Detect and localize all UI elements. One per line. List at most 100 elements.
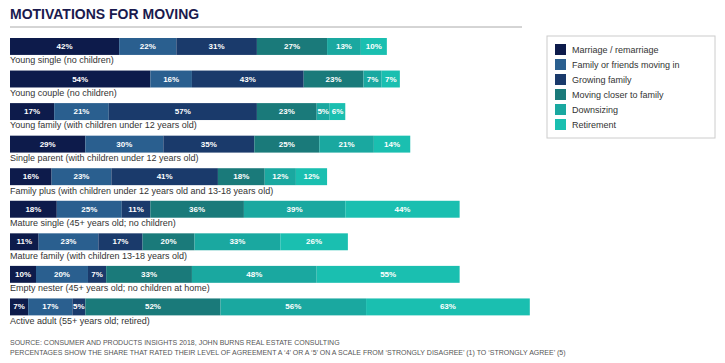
data-label: 13% [336, 42, 352, 51]
legend-frame [547, 36, 715, 138]
data-label: 33% [141, 270, 157, 279]
data-label: 7% [367, 75, 379, 84]
bar-segment [36, 266, 88, 283]
category-label: Mature family (with children 13-18 years… [10, 251, 187, 261]
bar-segment [109, 103, 257, 120]
chart: MOTIVATIONS FOR MOVING42%22%31%27%13%10%… [0, 0, 725, 363]
data-label: 63% [440, 302, 456, 311]
bar-segment [176, 38, 257, 55]
data-labels: 42%22%31%27%13%10%54%16%43%23%7%7%17%21%… [13, 42, 456, 311]
bar-segment [85, 298, 220, 315]
bar-segment [10, 266, 36, 283]
category-label: Family plus (with children under 12 year… [10, 186, 273, 196]
bar-segment [374, 136, 410, 153]
data-label: 33% [229, 237, 245, 246]
legend-label: Downsizing [572, 105, 618, 115]
data-label: 5% [73, 302, 85, 311]
bar-segment [10, 71, 150, 88]
bar-segment [57, 201, 122, 218]
data-label: 10% [15, 270, 31, 279]
data-label: 14% [384, 140, 400, 149]
legend-swatch [555, 104, 566, 115]
bar-segment [72, 298, 85, 315]
bar-segment [98, 233, 142, 250]
data-label: 11% [17, 237, 33, 246]
data-label: 6% [332, 107, 344, 116]
bar-segment [143, 233, 195, 250]
data-label: 35% [201, 140, 217, 149]
bar-segment [192, 71, 304, 88]
bar-segment [39, 233, 99, 250]
data-label: 5% [317, 107, 329, 116]
bar-segment [345, 201, 459, 218]
bar-segment [10, 103, 54, 120]
bar-segment [10, 298, 28, 315]
category-label: Single parent (with children under 12 ye… [10, 153, 199, 163]
data-label: 54% [72, 75, 88, 84]
data-label: 55% [380, 270, 396, 279]
title: MOTIVATIONS FOR MOVING [10, 6, 199, 22]
data-label: 20% [161, 237, 177, 246]
category-label: Empty nester (45+ years old; no children… [10, 283, 210, 293]
data-label: 11% [128, 205, 144, 214]
category-label: Young single (no children) [10, 55, 114, 65]
data-label: 10% [366, 42, 382, 51]
data-label: 18% [25, 205, 41, 214]
data-label: 52% [145, 302, 161, 311]
data-label: 23% [60, 237, 76, 246]
bar-segment [122, 201, 151, 218]
bar-segment [195, 233, 281, 250]
data-label: 42% [57, 42, 73, 51]
data-label: 44% [394, 205, 410, 214]
bar-segment [317, 266, 460, 283]
bar-segment [150, 201, 244, 218]
data-label: 41% [157, 172, 173, 181]
category-label: Young couple (no children) [10, 88, 117, 98]
bar-segment [280, 233, 348, 250]
legend-swatch [555, 89, 566, 100]
data-label: 48% [246, 270, 262, 279]
data-label: 43% [240, 75, 256, 84]
bar-segment [218, 168, 265, 185]
category-labels: Young single (no children) Young couple (… [10, 55, 273, 325]
legend-label: Moving closer to family [572, 90, 664, 100]
bar-segment [10, 233, 39, 250]
bar-segment [106, 266, 192, 283]
data-label: 27% [284, 42, 300, 51]
bar-segment [88, 266, 106, 283]
bar-segment [319, 136, 374, 153]
legend-label: Marriage / remarriage [572, 45, 659, 55]
data-label: 23% [279, 107, 295, 116]
legend-swatch [555, 59, 566, 70]
bar-segment [254, 136, 319, 153]
data-label: 56% [285, 302, 301, 311]
bar-segment [330, 103, 346, 120]
data-label: 16% [23, 172, 39, 181]
data-label: 25% [279, 140, 295, 149]
data-label: 12% [303, 172, 319, 181]
data-label: 30% [116, 140, 132, 149]
bar-segment [111, 168, 218, 185]
bar-segment [119, 38, 176, 55]
data-label: 17% [42, 302, 58, 311]
legend-swatch [555, 74, 566, 85]
bar-segment [150, 71, 192, 88]
category-label: Mature single (45+ years old; no childre… [10, 218, 176, 228]
data-label: 7% [13, 302, 25, 311]
data-label: 36% [189, 205, 205, 214]
data-label: 7% [385, 75, 397, 84]
bar-segment [192, 266, 317, 283]
data-label: 26% [306, 237, 322, 246]
footnote: SOURCE: CONSUMER AND PRODUCTS INSIGHTS 2… [10, 339, 340, 346]
legend-label: Family or friends moving in [572, 60, 680, 70]
bar-segment [10, 136, 85, 153]
bar-segment [366, 298, 530, 315]
data-label: 7% [91, 270, 103, 279]
bar-segment [163, 136, 254, 153]
bar-segment [382, 71, 400, 88]
bar-segment [257, 38, 327, 55]
bar-segment [361, 38, 387, 55]
bar-segment [221, 298, 367, 315]
legend-swatch [555, 119, 566, 130]
data-label: 57% [175, 107, 191, 116]
